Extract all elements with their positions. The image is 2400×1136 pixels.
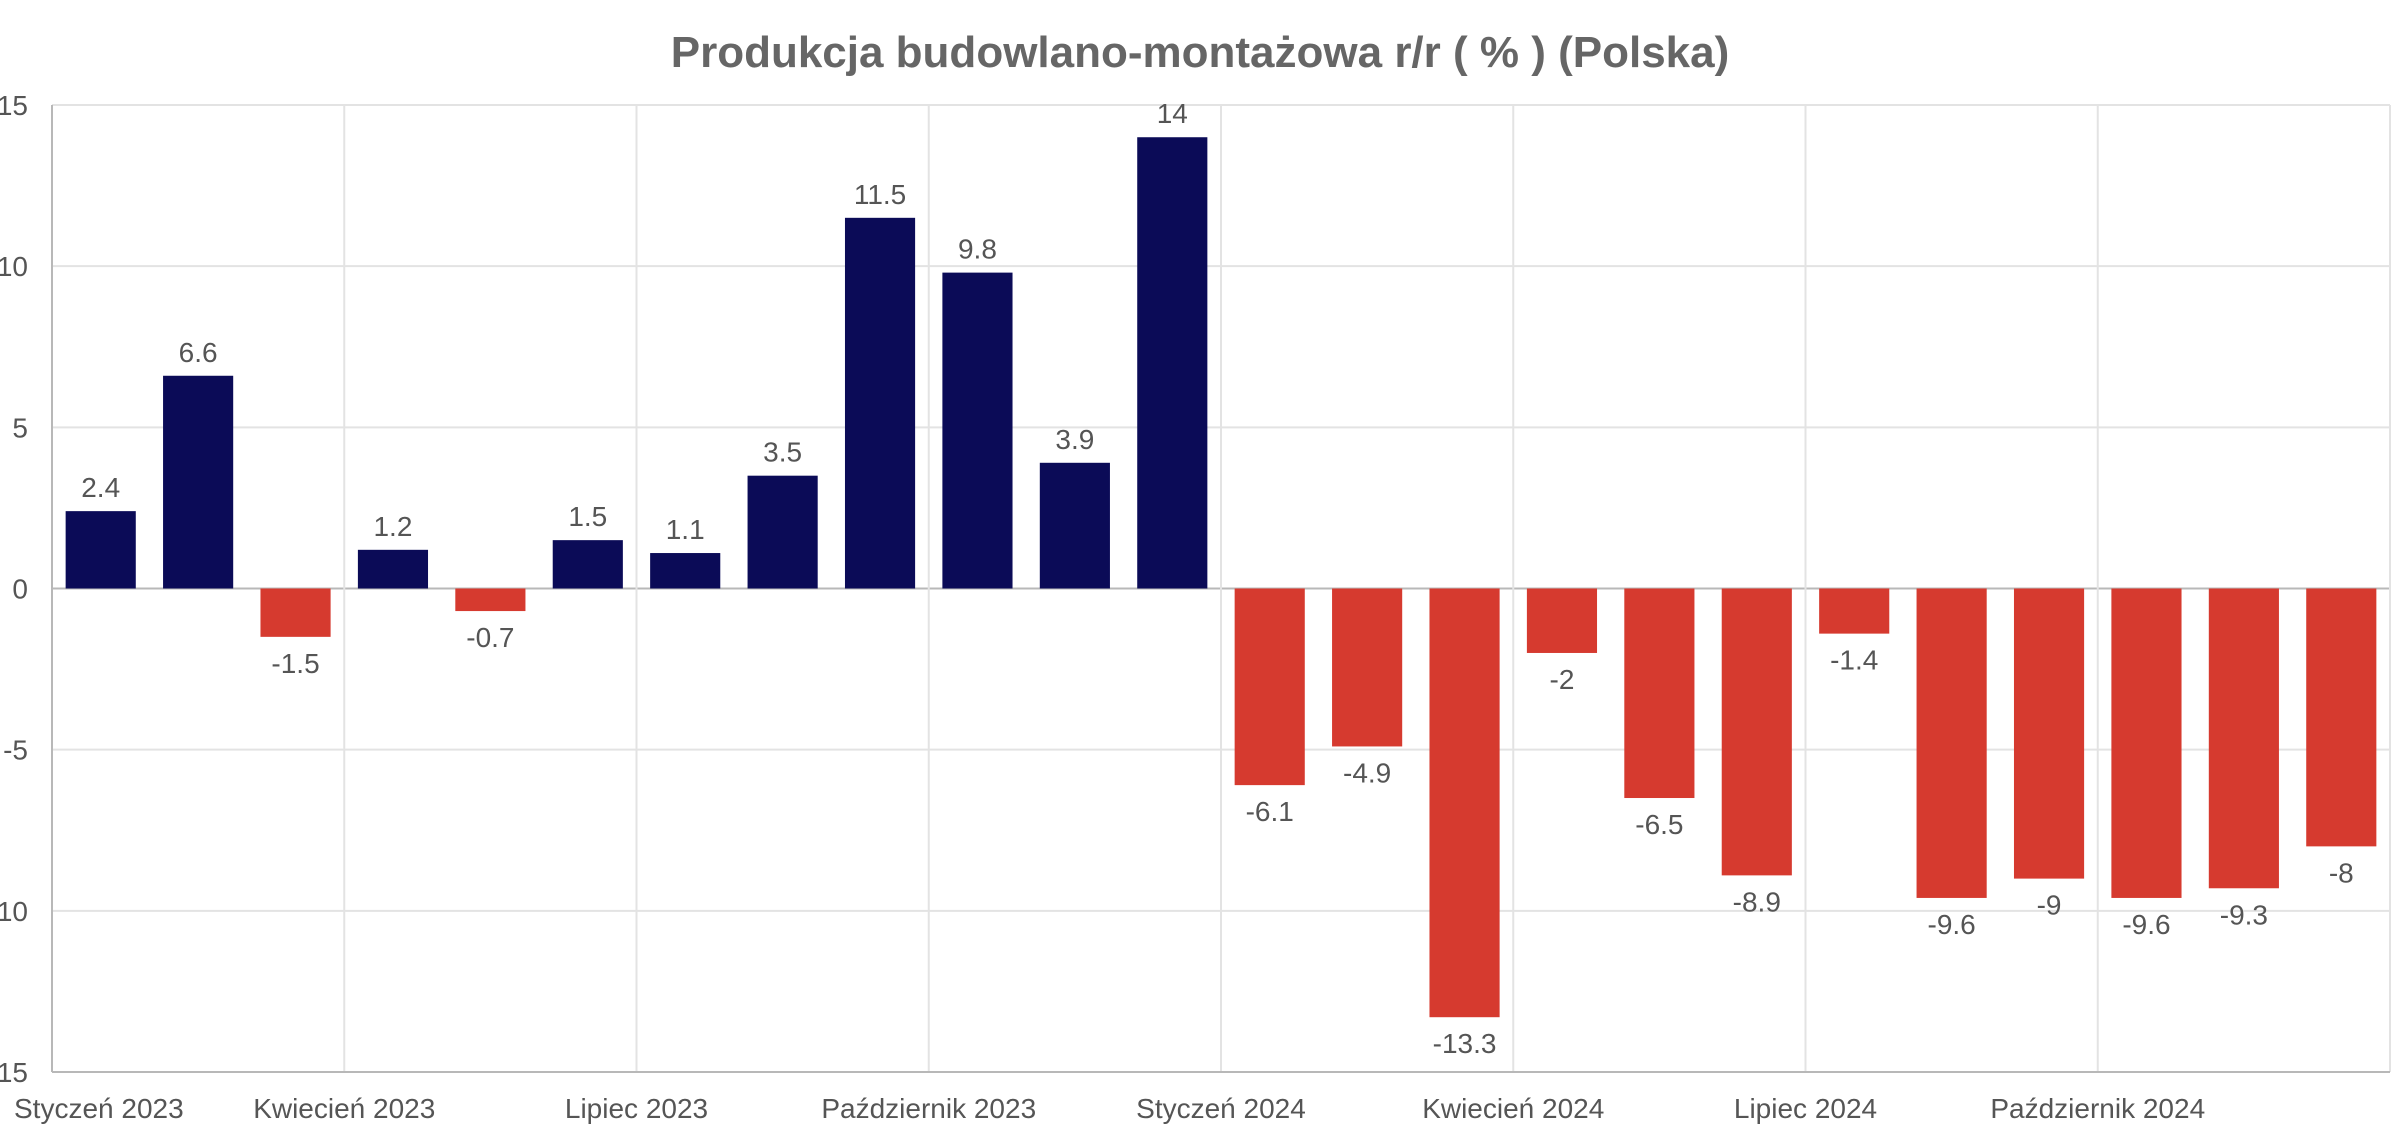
bar [942, 272, 1013, 589]
data-label: -0.7 [466, 622, 514, 653]
bar [455, 588, 526, 612]
bar [163, 375, 234, 589]
bar [65, 511, 136, 589]
bar [747, 475, 818, 589]
data-label: 3.5 [763, 437, 802, 468]
data-label: 11.5 [854, 179, 906, 210]
data-label: -2 [1550, 664, 1575, 695]
x-tick-label: Styczeń 2024 [1136, 1093, 1306, 1124]
x-tick-label: Styczeń 2023 [14, 1093, 184, 1124]
y-tick-label: -10 [0, 896, 28, 927]
data-label: 9.8 [958, 234, 997, 265]
bar [1429, 588, 1500, 1018]
bar [1526, 588, 1598, 653]
data-labels: 2.4 6.6 -1.5 1.2 -0.7 1.5 1.1 3.5 11.5 9.8 3.9 14 -6… [81, 98, 2354, 1059]
bar [1039, 462, 1110, 589]
data-label: -9.6 [1928, 909, 1976, 940]
y-tick-label: 5 [12, 412, 28, 443]
data-label: 6.6 [179, 337, 218, 368]
data-label: 1.5 [568, 501, 607, 532]
data-label: 3.9 [1055, 424, 1094, 455]
x-tick-label: Kwiecień 2024 [1422, 1093, 1604, 1124]
data-label: -1.4 [1830, 645, 1878, 676]
bar [844, 217, 916, 589]
data-label: -9 [2037, 890, 2062, 921]
bar [650, 553, 721, 589]
bar [1819, 588, 1890, 634]
bar [1234, 588, 1305, 786]
bar [1916, 588, 1987, 898]
x-tick-label: Kwiecień 2023 [253, 1093, 435, 1124]
y-tick-label: -5 [3, 735, 28, 766]
x-tick-label: Lipiec 2023 [565, 1093, 708, 1124]
data-label: -9.3 [2220, 899, 2268, 930]
bar [2013, 588, 2085, 879]
bar [1332, 588, 1403, 747]
data-label: -9.6 [2122, 909, 2170, 940]
data-label: -8.9 [1733, 886, 1781, 917]
bars [65, 137, 2377, 1018]
axes: 15 10 5 0 -5 -10 -15 Styczeń 2023 Kwiecień 2023 L… [0, 90, 2390, 1124]
x-tick-label: Lipiec 2024 [1734, 1093, 1877, 1124]
x-tick-label: Październik 2023 [821, 1093, 1036, 1124]
data-label: 14 [1157, 98, 1188, 129]
y-tick-label: 0 [12, 574, 28, 605]
data-label: 2.4 [81, 472, 120, 503]
bar [1137, 137, 1208, 589]
data-label: -6.1 [1246, 796, 1294, 827]
bar [1624, 588, 1695, 799]
bar [552, 540, 623, 589]
bar [2111, 588, 2182, 898]
chart-title: Produkcja budowlano-montażowa r/r ( % ) … [670, 28, 1730, 77]
data-label: -8 [2329, 857, 2354, 888]
y-tick-label: 15 [0, 90, 28, 121]
bar [260, 588, 331, 637]
bar [357, 549, 429, 589]
x-tick-label: Październik 2024 [1990, 1093, 2205, 1124]
y-tick-label: -15 [0, 1057, 28, 1088]
data-label: -13.3 [1433, 1028, 1497, 1059]
data-label: -4.9 [1343, 757, 1391, 788]
data-label: -6.5 [1635, 809, 1683, 840]
bar [1721, 588, 1792, 876]
data-label: -1.5 [271, 648, 319, 679]
data-label: 1.2 [373, 511, 412, 542]
y-tick-label: 10 [0, 251, 28, 282]
data-label: 1.1 [666, 514, 705, 545]
bar [2208, 588, 2279, 889]
bar [2306, 588, 2377, 847]
